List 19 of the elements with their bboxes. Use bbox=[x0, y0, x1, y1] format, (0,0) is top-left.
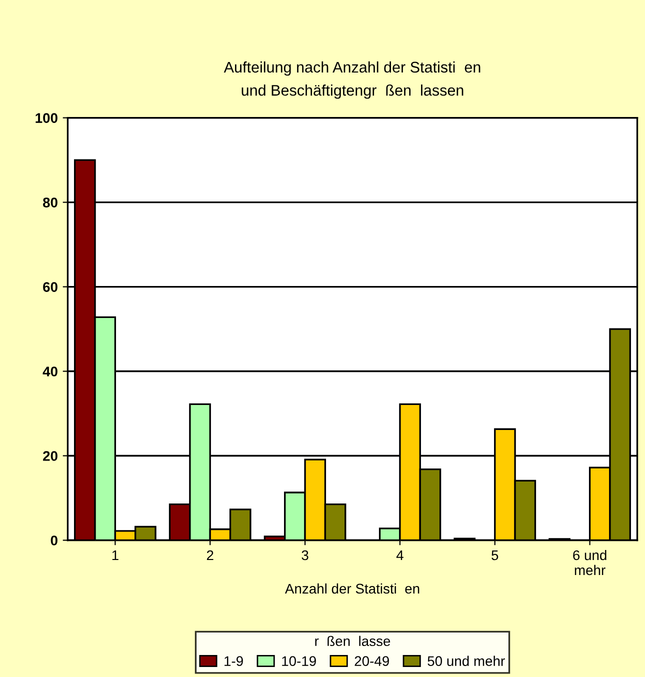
x-tick-label: 6 und mehr bbox=[573, 550, 606, 576]
legend-label: 20-49 bbox=[354, 656, 389, 666]
legend-label: 1-9 bbox=[224, 656, 243, 666]
y-tick-label: 60 bbox=[43, 282, 58, 292]
y-tick-label: 100 bbox=[36, 113, 58, 123]
legend-label: 10-19 bbox=[282, 656, 316, 666]
x-tick-label: 4 bbox=[396, 550, 404, 560]
x-axis-title: Anzahl der Statisti en bbox=[284, 583, 420, 594]
y-tick-label: 40 bbox=[42, 366, 58, 376]
legend-title: r ßen lasse bbox=[315, 636, 390, 646]
y-tick-label: 20 bbox=[43, 451, 58, 461]
x-tick-label: 1 bbox=[112, 550, 118, 560]
legend-label: 50 und mehr bbox=[428, 656, 505, 666]
x-tick-label: 5 bbox=[492, 550, 498, 560]
y-tick-label: 80 bbox=[42, 198, 58, 208]
chart-title: Aufteilung nach Anzahl der Statisti en und Beschäftigtengr ßen lassen bbox=[224, 61, 480, 99]
y-tick-label: 0 bbox=[50, 536, 58, 546]
x-tick-label: 2 bbox=[206, 550, 214, 560]
x-tick-label: 3 bbox=[302, 550, 308, 560]
